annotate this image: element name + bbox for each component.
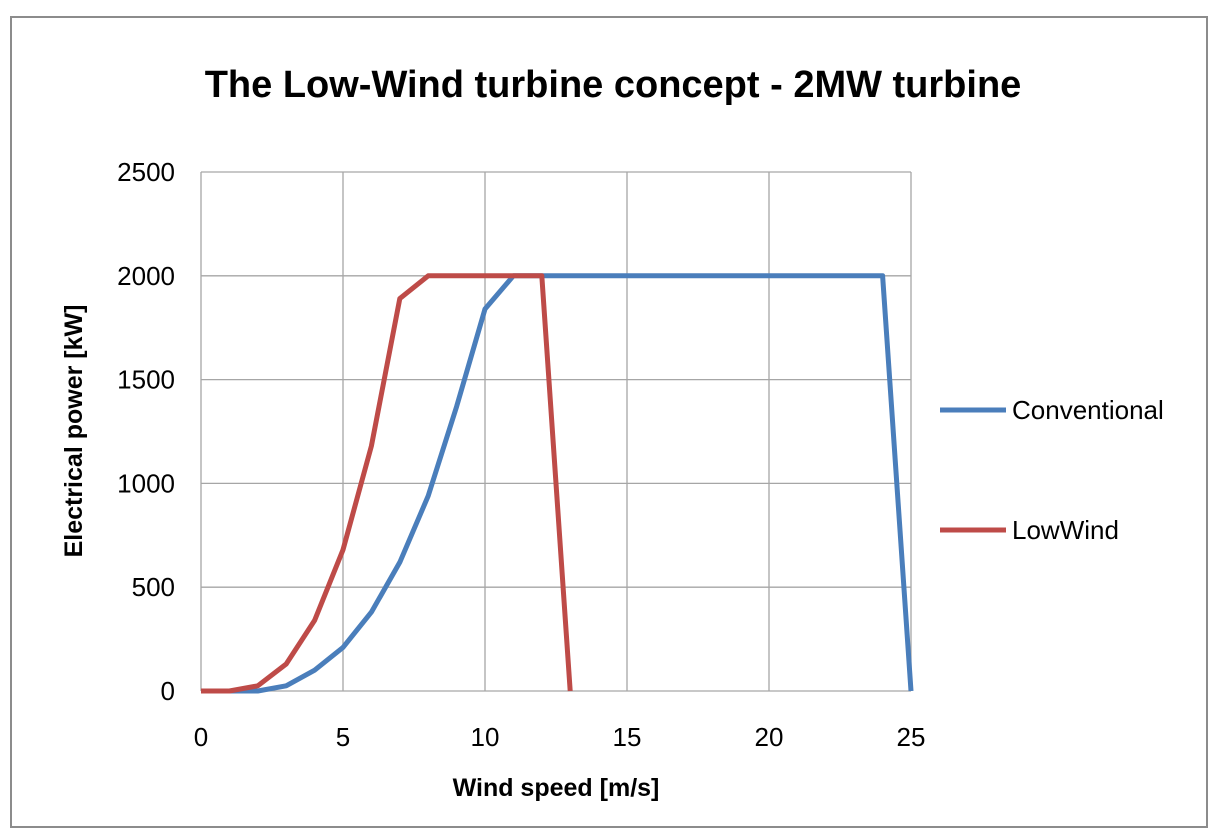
- x-tick-label: 20: [755, 722, 784, 752]
- x-tick-label: 15: [613, 722, 642, 752]
- y-tick-label: 2000: [117, 261, 175, 291]
- series-line-lowwind: [201, 273, 573, 694]
- y-tick-label: 500: [132, 572, 175, 602]
- x-tick-label: 25: [897, 722, 926, 752]
- legend: Conventional LowWind: [940, 395, 1164, 545]
- x-axis-label: Wind speed [m/s]: [453, 774, 660, 802]
- y-tick-label: 1500: [117, 365, 175, 395]
- tick-labels: 0 5 10 15 20 25 0 500 1000 1500 2000 2500: [117, 157, 925, 752]
- chart-title: The Low-Wind turbine concept - 2MW turbi…: [205, 64, 1022, 106]
- x-tick-label: 0: [194, 722, 208, 752]
- series-line-conventional: [201, 273, 914, 694]
- gridlines: [200, 171, 912, 692]
- legend-label-lowwind: LowWind: [1012, 515, 1119, 545]
- x-tick-label: 10: [471, 722, 500, 752]
- y-tick-label: 1000: [117, 468, 175, 498]
- x-tick-label: 5: [336, 722, 350, 752]
- series-lines: [201, 273, 914, 694]
- y-axis-label: Electrical power [kW]: [60, 305, 88, 558]
- y-tick-label: 0: [161, 676, 175, 706]
- legend-label-conventional: Conventional: [1012, 395, 1164, 425]
- y-tick-label: 2500: [117, 157, 175, 187]
